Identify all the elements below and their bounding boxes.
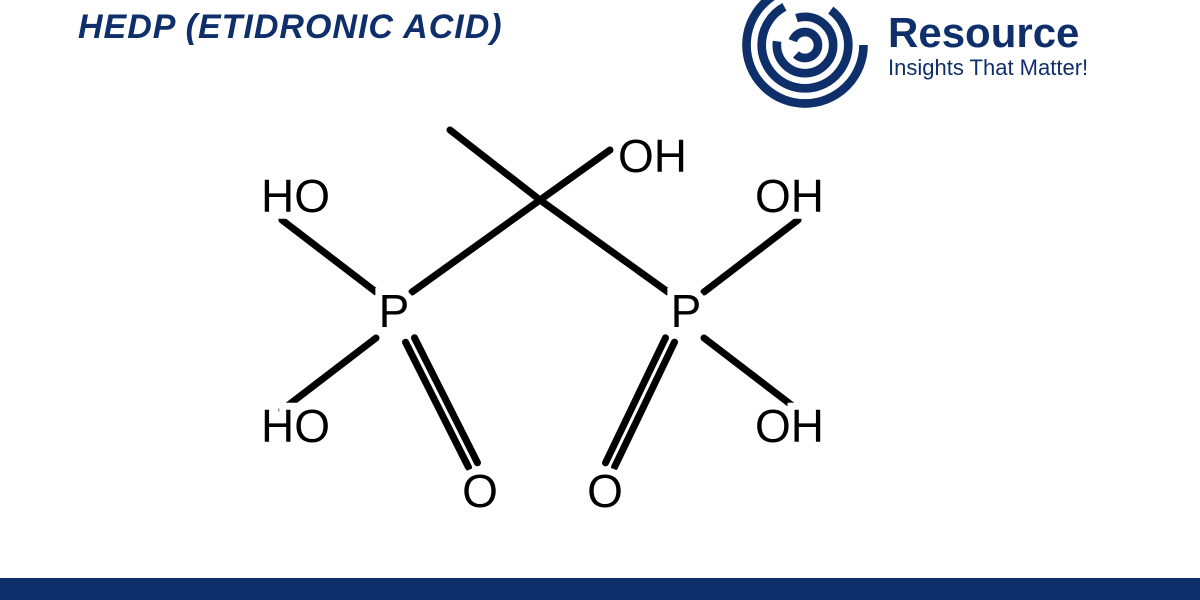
atom-label: OH <box>618 130 687 182</box>
molecule-diagram: OHOHPPPPHOHOHOHOOOOOOHOHOHOH <box>120 70 970 570</box>
page-title: HEDP (ETIDRONIC ACID) <box>78 8 503 47</box>
brand-name: Resource <box>888 11 1088 55</box>
atom-label: OH <box>755 400 824 452</box>
atom-label: P <box>671 285 702 337</box>
brand-text: Resource Insights That Matter! <box>888 11 1088 78</box>
atom-label: HO <box>261 400 330 452</box>
atom-label: O <box>462 465 498 517</box>
atom-label: HO <box>261 170 330 222</box>
atom-label: P <box>379 285 410 337</box>
footer-bar <box>0 578 1200 600</box>
atom-label: O <box>587 465 623 517</box>
atom-label: OH <box>755 170 824 222</box>
page: { "title":{ "text":"HEDP (ETIDRONIC ACID… <box>0 0 1200 600</box>
